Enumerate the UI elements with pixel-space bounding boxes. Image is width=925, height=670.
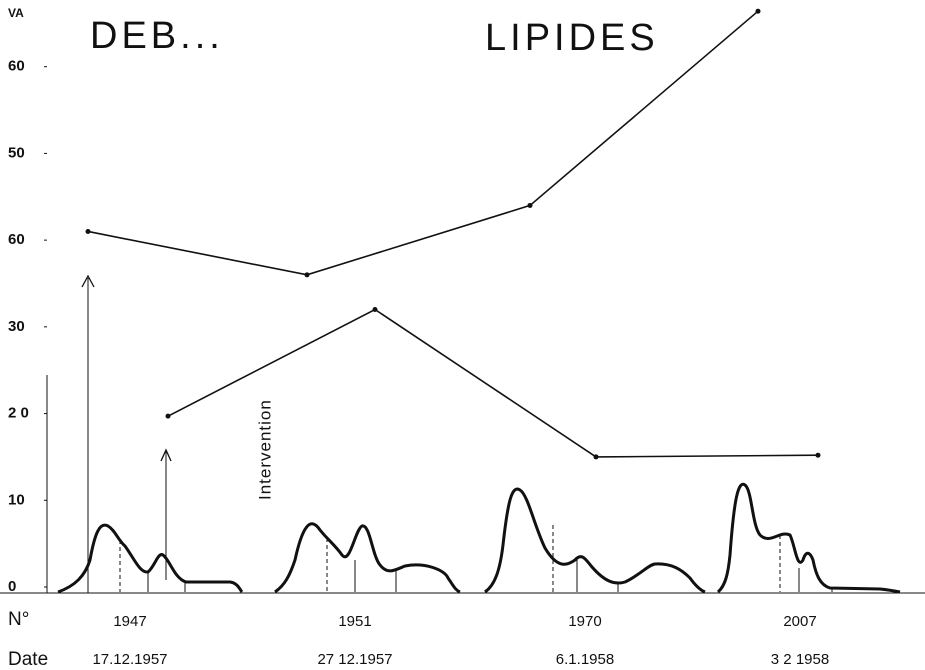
- point: [755, 8, 761, 14]
- date-label: 17.12.1957: [92, 651, 167, 668]
- y-tick-label: 0: [8, 578, 16, 595]
- line: [87, 10, 759, 276]
- y-tick-label: 60: [8, 58, 25, 75]
- date-label: 27 12.1957: [317, 651, 392, 668]
- line: [167, 308, 819, 458]
- electrophoresis: [57, 482, 901, 594]
- date-label: 6.1.1958: [556, 651, 614, 668]
- point: [372, 307, 378, 313]
- chart-title: LIPIDES: [485, 17, 659, 59]
- point: [815, 452, 821, 458]
- point: [85, 228, 91, 234]
- x-tick-label: 1947: [113, 613, 146, 630]
- y-tick-label: 2 0: [8, 405, 29, 422]
- x-tick-label: 1970: [568, 613, 601, 630]
- x-tick-label: 2007: [783, 613, 816, 630]
- point: [165, 413, 171, 419]
- point: [304, 272, 310, 278]
- chart-subtitle: DEB...: [90, 15, 224, 57]
- annotation: Intervention: [255, 399, 274, 500]
- y-tick-label: 30: [8, 318, 25, 335]
- point: [527, 202, 533, 208]
- point: [593, 454, 599, 460]
- x-tick-label: 1951: [338, 613, 371, 630]
- y-tick-label: 50: [8, 144, 25, 161]
- arrow-head: [81, 274, 95, 288]
- date-label: 3 2 1958: [771, 651, 829, 668]
- arrow-head: [160, 448, 172, 462]
- y-tick-label: 60: [8, 231, 25, 248]
- y-tick-label: 10: [8, 491, 25, 508]
- y-axis-label: VA: [8, 6, 24, 20]
- date-row-label: Date: [8, 649, 48, 670]
- x-row-label: N°: [8, 609, 29, 630]
